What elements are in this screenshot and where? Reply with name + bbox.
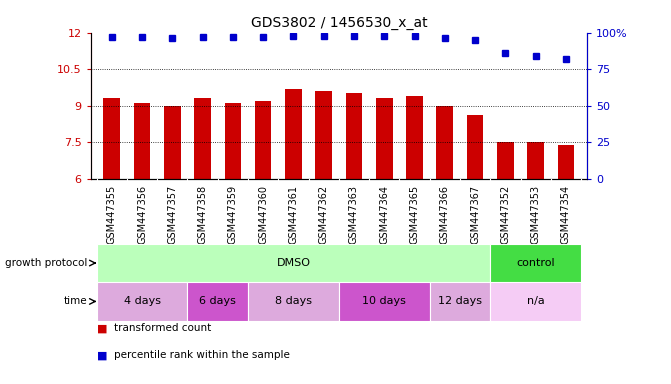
Text: GSM447361: GSM447361 <box>289 185 299 244</box>
Bar <box>134 103 150 179</box>
Bar <box>429 282 491 321</box>
Text: 8 days: 8 days <box>275 296 312 306</box>
Bar <box>285 89 302 179</box>
Text: GSM447357: GSM447357 <box>167 185 177 244</box>
Text: 10 days: 10 days <box>362 296 406 306</box>
Text: transformed count: transformed count <box>114 323 211 333</box>
Bar <box>97 244 491 282</box>
Text: GSM447362: GSM447362 <box>319 185 329 244</box>
Text: GSM447364: GSM447364 <box>379 185 389 244</box>
Bar <box>164 106 180 179</box>
Text: percentile rank within the sample: percentile rank within the sample <box>114 350 290 360</box>
Bar <box>491 282 581 321</box>
Bar <box>339 282 429 321</box>
Bar <box>248 282 339 321</box>
Text: 4 days: 4 days <box>123 296 160 306</box>
Text: DMSO: DMSO <box>276 258 311 268</box>
Text: GSM447366: GSM447366 <box>440 185 450 244</box>
Bar <box>315 91 332 179</box>
Text: GSM447360: GSM447360 <box>258 185 268 244</box>
Text: GSM447356: GSM447356 <box>137 185 147 244</box>
Text: GSM447365: GSM447365 <box>409 185 419 244</box>
Bar <box>103 98 120 179</box>
Bar <box>497 142 514 179</box>
Bar <box>225 103 241 179</box>
Title: GDS3802 / 1456530_x_at: GDS3802 / 1456530_x_at <box>250 16 427 30</box>
Bar <box>97 282 187 321</box>
Bar <box>255 101 272 179</box>
Text: GSM447363: GSM447363 <box>349 185 359 244</box>
Bar <box>558 144 574 179</box>
Text: 12 days: 12 days <box>438 296 482 306</box>
Text: ■: ■ <box>97 323 108 333</box>
Text: 6 days: 6 days <box>199 296 236 306</box>
Bar <box>527 142 544 179</box>
Bar <box>437 106 453 179</box>
Bar <box>376 98 393 179</box>
Text: growth protocol: growth protocol <box>5 258 87 268</box>
Bar <box>491 244 581 282</box>
Text: time: time <box>64 296 87 306</box>
Text: GSM447352: GSM447352 <box>501 185 511 244</box>
Bar <box>187 282 248 321</box>
Bar <box>467 115 483 179</box>
Bar <box>195 98 211 179</box>
Bar <box>346 93 362 179</box>
Text: control: control <box>517 258 555 268</box>
Text: GSM447359: GSM447359 <box>228 185 238 244</box>
Text: ■: ■ <box>97 350 108 360</box>
Text: GSM447358: GSM447358 <box>197 185 207 244</box>
Text: GSM447353: GSM447353 <box>531 185 541 244</box>
Text: GSM447355: GSM447355 <box>107 185 117 244</box>
Bar <box>406 96 423 179</box>
Text: GSM447367: GSM447367 <box>470 185 480 244</box>
Text: n/a: n/a <box>527 296 545 306</box>
Text: GSM447354: GSM447354 <box>561 185 571 244</box>
